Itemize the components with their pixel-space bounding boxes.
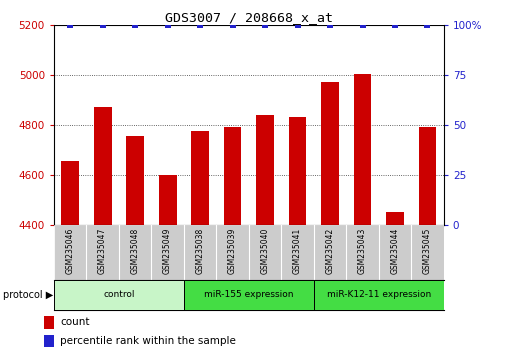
Point	[131, 22, 139, 28]
Text: GSM235046: GSM235046	[66, 228, 74, 274]
Point	[391, 22, 399, 28]
Bar	[44, 335, 54, 347]
Bar	[249, 225, 281, 280]
Bar	[346, 225, 379, 280]
Point	[98, 22, 107, 28]
Bar	[184, 280, 314, 310]
Bar	[151, 225, 184, 280]
Point	[261, 22, 269, 28]
Title: GDS3007 / 208668_x_at: GDS3007 / 208668_x_at	[165, 11, 333, 24]
Bar	[86, 225, 119, 280]
Text: GSM235044: GSM235044	[390, 228, 400, 274]
Text: protocol ▶: protocol ▶	[3, 290, 53, 300]
Point	[293, 22, 302, 28]
Bar	[119, 225, 151, 280]
Bar	[61, 161, 79, 354]
Point	[66, 22, 74, 28]
Text: GSM235045: GSM235045	[423, 228, 432, 274]
Bar	[419, 127, 437, 354]
Bar	[289, 117, 306, 354]
Point	[359, 22, 367, 28]
Text: percentile rank within the sample: percentile rank within the sample	[61, 336, 236, 346]
Text: control: control	[103, 290, 134, 299]
Text: miR-K12-11 expression: miR-K12-11 expression	[327, 290, 431, 299]
Bar	[54, 225, 86, 280]
Bar	[321, 82, 339, 354]
Text: GSM235038: GSM235038	[195, 228, 205, 274]
Text: GSM235039: GSM235039	[228, 228, 237, 274]
Text: count: count	[61, 318, 90, 327]
Point	[228, 22, 236, 28]
Bar	[281, 225, 314, 280]
Bar	[54, 280, 184, 310]
Point	[423, 22, 431, 28]
Text: GSM235048: GSM235048	[131, 228, 140, 274]
Point	[164, 22, 172, 28]
Text: miR-155 expression: miR-155 expression	[204, 290, 293, 299]
Bar	[314, 280, 444, 310]
Point	[326, 22, 334, 28]
Text: GSM235041: GSM235041	[293, 228, 302, 274]
Text: GSM235042: GSM235042	[326, 228, 334, 274]
Bar	[126, 136, 144, 354]
Bar	[256, 115, 274, 354]
Text: GSM235040: GSM235040	[261, 228, 269, 274]
Bar	[159, 175, 176, 354]
Bar	[44, 316, 54, 329]
Bar	[386, 212, 404, 354]
Bar	[216, 225, 249, 280]
Bar	[379, 225, 411, 280]
Bar	[314, 225, 346, 280]
Bar	[94, 107, 111, 354]
Bar	[191, 131, 209, 354]
Bar	[224, 127, 242, 354]
Bar	[353, 74, 371, 354]
Text: GSM235043: GSM235043	[358, 228, 367, 274]
Bar	[411, 225, 444, 280]
Bar	[184, 225, 216, 280]
Point	[196, 22, 204, 28]
Text: GSM235047: GSM235047	[98, 228, 107, 274]
Text: GSM235049: GSM235049	[163, 228, 172, 274]
